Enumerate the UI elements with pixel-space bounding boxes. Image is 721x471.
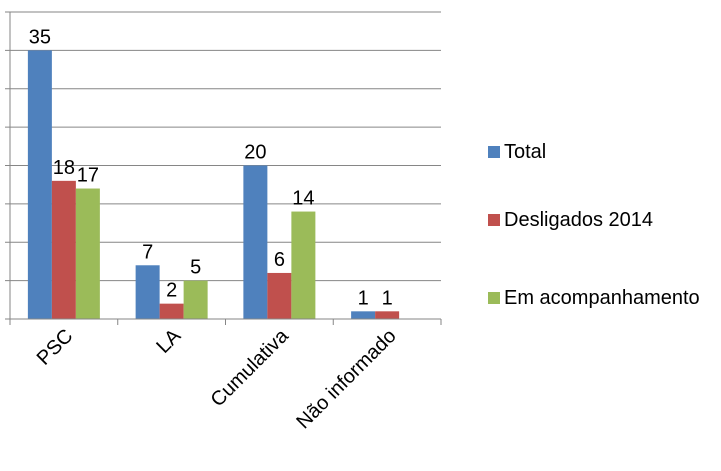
axes [5, 11, 442, 325]
bar [159, 303, 184, 319]
bar [375, 311, 400, 319]
bar [291, 211, 316, 319]
data-labels: 35 7 20 1 18 2 6 1 17 5 14 [29, 26, 393, 309]
x-tick-label: Cumulativa [207, 324, 294, 411]
legend-label-em-acompanhamento: Em acompanhamento [504, 287, 700, 309]
legend-swatch-em-acompanhamento [488, 292, 500, 304]
bars [27, 50, 400, 319]
x-tick-labels: PSC LA Cumulativa Não informado [33, 324, 401, 433]
data-label: 17 [77, 165, 99, 187]
x-tick-label: PSC [33, 325, 78, 370]
data-label: 5 [190, 257, 201, 279]
bar [351, 311, 376, 319]
legend-label-desligados: Desligados 2014 [504, 209, 653, 231]
bar [243, 165, 268, 319]
x-tick-label: LA [152, 325, 185, 358]
bar [183, 280, 208, 319]
data-label: 14 [292, 188, 314, 210]
legend-item-total: Total [488, 140, 546, 164]
bar [267, 272, 292, 319]
data-label: 1 [382, 287, 393, 309]
legend-item-desligados: Desligados 2014 [488, 208, 653, 232]
bar [75, 188, 100, 319]
data-label: 2 [166, 280, 177, 302]
legend-swatch-total [488, 146, 500, 158]
data-label: 6 [274, 249, 285, 271]
bar [51, 180, 76, 319]
legend-swatch-desligados [488, 214, 500, 226]
data-label: 7 [142, 241, 153, 263]
data-label: 20 [244, 142, 266, 164]
legend-item-em-acompanhamento: Em acompanhamento [488, 286, 709, 310]
data-label: 18 [53, 157, 75, 179]
data-label: 35 [29, 26, 51, 48]
x-tick-label: Não informado [292, 325, 400, 433]
legend-label-total: Total [504, 141, 547, 163]
bar [27, 50, 52, 319]
bar [135, 265, 160, 319]
data-label: 1 [358, 287, 369, 309]
